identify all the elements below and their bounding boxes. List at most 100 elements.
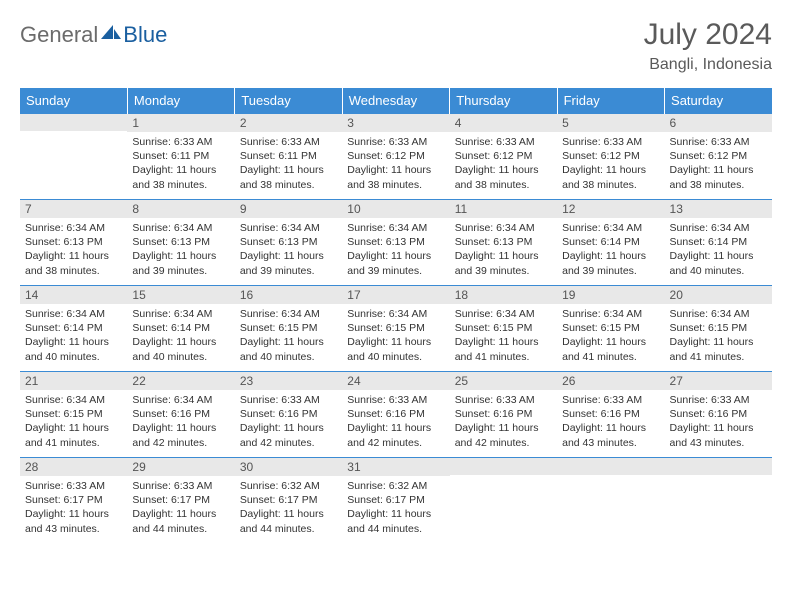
day-details: Sunrise: 6:33 AMSunset: 6:12 PMDaylight:…: [557, 132, 664, 194]
day-number: 7: [20, 200, 127, 218]
calendar-day-cell: 26Sunrise: 6:33 AMSunset: 6:16 PMDayligh…: [557, 372, 664, 458]
day-number: 31: [342, 458, 449, 476]
day-detail-line: Sunset: 6:14 PM: [132, 321, 229, 335]
day-details: Sunrise: 6:34 AMSunset: 6:15 PMDaylight:…: [450, 304, 557, 366]
day-details: Sunrise: 6:34 AMSunset: 6:14 PMDaylight:…: [20, 304, 127, 366]
calendar-day-cell: 27Sunrise: 6:33 AMSunset: 6:16 PMDayligh…: [665, 372, 772, 458]
calendar-day-cell: 14Sunrise: 6:34 AMSunset: 6:14 PMDayligh…: [20, 286, 127, 372]
day-details: Sunrise: 6:34 AMSunset: 6:14 PMDaylight:…: [127, 304, 234, 366]
day-detail-line: Sunset: 6:16 PM: [562, 407, 659, 421]
page-header: General Blue July 2024 Bangli, Indonesia: [20, 18, 772, 74]
day-number: 3: [342, 114, 449, 132]
calendar-day-cell: 21Sunrise: 6:34 AMSunset: 6:15 PMDayligh…: [20, 372, 127, 458]
day-details: Sunrise: 6:33 AMSunset: 6:16 PMDaylight:…: [235, 390, 342, 452]
day-number: 8: [127, 200, 234, 218]
day-detail-line: Sunset: 6:12 PM: [670, 149, 767, 163]
day-detail-line: Daylight: 11 hours and 41 minutes.: [25, 421, 122, 449]
day-detail-line: Sunrise: 6:33 AM: [347, 135, 444, 149]
day-details: Sunrise: 6:34 AMSunset: 6:15 PMDaylight:…: [20, 390, 127, 452]
day-detail-line: Sunrise: 6:34 AM: [240, 307, 337, 321]
day-detail-line: Sunrise: 6:34 AM: [25, 393, 122, 407]
calendar-day-cell: [665, 458, 772, 544]
day-number: 21: [20, 372, 127, 390]
day-number: 24: [342, 372, 449, 390]
day-detail-line: Sunrise: 6:33 AM: [25, 479, 122, 493]
day-number: 29: [127, 458, 234, 476]
day-detail-line: Daylight: 11 hours and 42 minutes.: [240, 421, 337, 449]
day-detail-line: Daylight: 11 hours and 39 minutes.: [347, 249, 444, 277]
day-detail-line: Daylight: 11 hours and 40 minutes.: [25, 335, 122, 363]
calendar-day-cell: 4Sunrise: 6:33 AMSunset: 6:12 PMDaylight…: [450, 114, 557, 200]
day-detail-line: Daylight: 11 hours and 44 minutes.: [347, 507, 444, 535]
day-number: 14: [20, 286, 127, 304]
day-detail-line: Daylight: 11 hours and 38 minutes.: [455, 163, 552, 191]
day-detail-line: Daylight: 11 hours and 43 minutes.: [670, 421, 767, 449]
calendar-day-cell: 7Sunrise: 6:34 AMSunset: 6:13 PMDaylight…: [20, 200, 127, 286]
day-number: 18: [450, 286, 557, 304]
day-detail-line: Sunrise: 6:33 AM: [240, 135, 337, 149]
day-detail-line: Sunrise: 6:34 AM: [240, 221, 337, 235]
day-detail-line: Sunset: 6:15 PM: [455, 321, 552, 335]
day-detail-line: Sunrise: 6:34 AM: [562, 307, 659, 321]
calendar-day-cell: [450, 458, 557, 544]
day-detail-line: Daylight: 11 hours and 40 minutes.: [132, 335, 229, 363]
day-detail-line: Sunset: 6:14 PM: [562, 235, 659, 249]
day-details: Sunrise: 6:34 AMSunset: 6:16 PMDaylight:…: [127, 390, 234, 452]
day-details: Sunrise: 6:34 AMSunset: 6:14 PMDaylight:…: [665, 218, 772, 280]
day-detail-line: Sunrise: 6:33 AM: [347, 393, 444, 407]
day-detail-line: Daylight: 11 hours and 39 minutes.: [455, 249, 552, 277]
day-detail-line: Sunrise: 6:34 AM: [25, 307, 122, 321]
day-details: Sunrise: 6:33 AMSunset: 6:17 PMDaylight:…: [20, 476, 127, 538]
day-detail-line: Sunset: 6:11 PM: [132, 149, 229, 163]
day-details: Sunrise: 6:32 AMSunset: 6:17 PMDaylight:…: [342, 476, 449, 538]
sail-icon: [101, 25, 121, 39]
day-number: 15: [127, 286, 234, 304]
day-number: 23: [235, 372, 342, 390]
day-details: Sunrise: 6:33 AMSunset: 6:16 PMDaylight:…: [342, 390, 449, 452]
calendar-day-cell: 1Sunrise: 6:33 AMSunset: 6:11 PMDaylight…: [127, 114, 234, 200]
calendar-day-cell: 19Sunrise: 6:34 AMSunset: 6:15 PMDayligh…: [557, 286, 664, 372]
weekday-header: Monday: [127, 88, 234, 114]
day-number: 6: [665, 114, 772, 132]
day-details: Sunrise: 6:34 AMSunset: 6:13 PMDaylight:…: [450, 218, 557, 280]
day-details: [557, 475, 664, 480]
calendar-day-cell: [20, 114, 127, 200]
day-detail-line: Sunset: 6:16 PM: [347, 407, 444, 421]
day-detail-line: Sunset: 6:13 PM: [347, 235, 444, 249]
calendar-week-row: 1Sunrise: 6:33 AMSunset: 6:11 PMDaylight…: [20, 114, 772, 200]
day-detail-line: Sunset: 6:15 PM: [25, 407, 122, 421]
day-detail-line: Daylight: 11 hours and 40 minutes.: [240, 335, 337, 363]
day-detail-line: Daylight: 11 hours and 42 minutes.: [132, 421, 229, 449]
day-details: Sunrise: 6:33 AMSunset: 6:12 PMDaylight:…: [450, 132, 557, 194]
day-detail-line: Sunset: 6:14 PM: [670, 235, 767, 249]
day-number: 25: [450, 372, 557, 390]
day-details: Sunrise: 6:34 AMSunset: 6:15 PMDaylight:…: [665, 304, 772, 366]
calendar-week-row: 28Sunrise: 6:33 AMSunset: 6:17 PMDayligh…: [20, 458, 772, 544]
day-number: 12: [557, 200, 664, 218]
day-detail-line: Sunset: 6:12 PM: [562, 149, 659, 163]
calendar-day-cell: 18Sunrise: 6:34 AMSunset: 6:15 PMDayligh…: [450, 286, 557, 372]
day-detail-line: Daylight: 11 hours and 40 minutes.: [347, 335, 444, 363]
weekday-header: Tuesday: [235, 88, 342, 114]
day-detail-line: Sunrise: 6:33 AM: [455, 393, 552, 407]
day-detail-line: Sunset: 6:17 PM: [132, 493, 229, 507]
day-details: Sunrise: 6:34 AMSunset: 6:13 PMDaylight:…: [20, 218, 127, 280]
day-detail-line: Sunrise: 6:33 AM: [670, 393, 767, 407]
day-number: [557, 458, 664, 475]
day-detail-line: Sunrise: 6:34 AM: [25, 221, 122, 235]
day-details: Sunrise: 6:33 AMSunset: 6:11 PMDaylight:…: [127, 132, 234, 194]
day-detail-line: Sunset: 6:11 PM: [240, 149, 337, 163]
day-detail-line: Daylight: 11 hours and 44 minutes.: [132, 507, 229, 535]
day-number: 10: [342, 200, 449, 218]
day-detail-line: Sunset: 6:17 PM: [240, 493, 337, 507]
day-detail-line: Sunset: 6:12 PM: [347, 149, 444, 163]
calendar-day-cell: 10Sunrise: 6:34 AMSunset: 6:13 PMDayligh…: [342, 200, 449, 286]
day-details: Sunrise: 6:32 AMSunset: 6:17 PMDaylight:…: [235, 476, 342, 538]
day-number: 26: [557, 372, 664, 390]
day-details: [665, 475, 772, 480]
day-detail-line: Sunset: 6:14 PM: [25, 321, 122, 335]
calendar-week-row: 7Sunrise: 6:34 AMSunset: 6:13 PMDaylight…: [20, 200, 772, 286]
day-detail-line: Daylight: 11 hours and 41 minutes.: [670, 335, 767, 363]
day-detail-line: Sunset: 6:17 PM: [347, 493, 444, 507]
day-detail-line: Sunrise: 6:33 AM: [240, 393, 337, 407]
